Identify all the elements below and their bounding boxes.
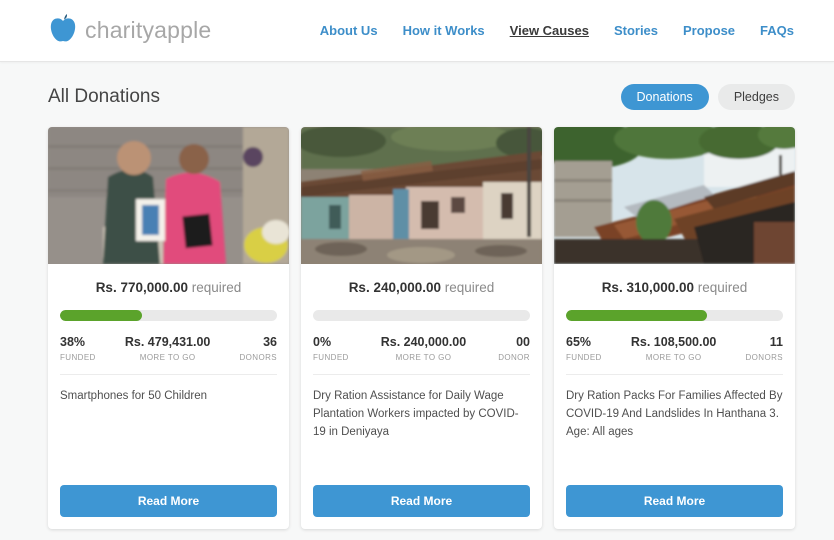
nav-about-us[interactable]: About Us (319, 23, 378, 38)
brand-logo[interactable]: charityapple (48, 12, 211, 49)
nav-propose[interactable]: Propose (683, 23, 736, 38)
stats-row: 65% FUNDED Rs. 108,500.00 MORE TO GO 11 … (566, 335, 783, 375)
required-label: required (191, 280, 242, 295)
progress-bar (313, 310, 530, 321)
stat-donors: 36 DONORS (239, 335, 277, 362)
nav-view-causes[interactable]: View Causes (509, 23, 589, 38)
filter-toggle: Donations Pledges (620, 84, 795, 110)
amount-row: Rs. 310,000.00 required (566, 280, 783, 295)
cause-card-smartphones: Rs. 770,000.00 required 38% FUNDED Rs. 4… (48, 127, 289, 529)
stat-donors: 11 DONORS (745, 335, 783, 362)
nav-faqs[interactable]: FAQs (760, 23, 794, 38)
read-more-button[interactable]: Read More (313, 485, 530, 517)
cause-photo-smartphones (48, 127, 289, 264)
progress-bar (566, 310, 783, 321)
apple-icon (48, 12, 78, 49)
amount-required: Rs. 770,000.00 (95, 280, 189, 295)
amount-required: Rs. 310,000.00 (601, 280, 695, 295)
stats-row: 38% FUNDED Rs. 479,431.00 MORE TO GO 36 … (60, 335, 277, 375)
amount-row: Rs. 770,000.00 required (60, 280, 277, 295)
required-label: required (697, 280, 748, 295)
page-title: All Donations (48, 86, 160, 107)
filter-pledges-button[interactable]: Pledges (717, 84, 795, 110)
cause-description: Dry Ration Assistance for Daily Wage Pla… (313, 390, 519, 438)
cause-card-list: Rs. 770,000.00 required 38% FUNDED Rs. 4… (48, 127, 795, 529)
stat-more-to-go: Rs. 240,000.00 MORE TO GO (380, 335, 467, 362)
card-body: Rs. 310,000.00 required 65% FUNDED Rs. 1… (554, 264, 795, 529)
title-row: All Donations Donations Pledges (48, 84, 795, 110)
amount-required: Rs. 240,000.00 (348, 280, 442, 295)
card-body: Rs. 240,000.00 required 0% FUNDED Rs. 24… (301, 264, 542, 529)
cause-photo-deniyaya (301, 127, 542, 264)
stat-more-to-go: Rs. 479,431.00 MORE TO GO (124, 335, 211, 362)
filter-donations-button[interactable]: Donations (620, 84, 709, 110)
stats-row: 0% FUNDED Rs. 240,000.00 MORE TO GO 00 D… (313, 335, 530, 375)
stat-more-to-go: Rs. 108,500.00 MORE TO GO (630, 335, 717, 362)
progress-fill (60, 310, 143, 321)
amount-row: Rs. 240,000.00 required (313, 280, 530, 295)
main-nav: About Us How it Works View Causes Storie… (320, 23, 794, 38)
cause-card-hanthana: Rs. 310,000.00 required 65% FUNDED Rs. 1… (554, 127, 795, 529)
stat-donors: 00 DONOR (498, 335, 530, 362)
progress-bar (60, 310, 277, 321)
nav-stories[interactable]: Stories (613, 23, 659, 38)
required-label: required (444, 280, 495, 295)
nav-how-it-works[interactable]: How it Works (402, 23, 485, 38)
read-more-button[interactable]: Read More (566, 485, 783, 517)
cause-description: Smartphones for 50 Children (60, 390, 208, 402)
read-more-button[interactable]: Read More (60, 485, 277, 517)
cause-card-deniyaya: Rs. 240,000.00 required 0% FUNDED Rs. 24… (301, 127, 542, 529)
cause-description: Dry Ration Packs For Families Affected B… (566, 390, 783, 438)
progress-fill (566, 310, 708, 321)
card-body: Rs. 770,000.00 required 38% FUNDED Rs. 4… (48, 264, 289, 529)
header: charityapple About Us How it Works View … (0, 0, 834, 62)
cause-photo-hanthana (554, 127, 795, 264)
content-area: All Donations Donations Pledges (0, 62, 834, 529)
stat-funded: 0% FUNDED (313, 335, 349, 362)
stat-funded: 38% FUNDED (60, 335, 96, 362)
stat-funded: 65% FUNDED (566, 335, 602, 362)
brand-name: charityapple (85, 17, 212, 43)
